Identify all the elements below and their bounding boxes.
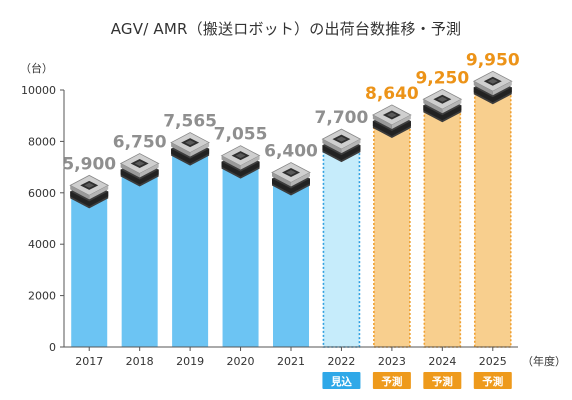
- robot-side-left: [70, 185, 90, 200]
- bar-value-label: 7,055: [214, 125, 268, 145]
- robot-panel-center: [336, 136, 347, 142]
- robot-side-right: [442, 99, 462, 114]
- bar: [322, 148, 361, 348]
- y-tick-label: 0: [49, 341, 56, 354]
- bar-value-label: 5,900: [62, 154, 116, 174]
- agv-robot-icon: [472, 70, 513, 105]
- chart-title: AGV/ AMR（搬送ロボット）の出荷台数推移・予測: [110, 20, 462, 38]
- agv-robot-icon: [220, 145, 261, 179]
- y-tick-label: 4000: [28, 238, 56, 251]
- agv-robot-icon: [422, 88, 463, 123]
- robot-base: [423, 105, 462, 121]
- bar-value-label: 7,565: [163, 112, 217, 132]
- bar: [473, 90, 512, 348]
- x-tick-label: 2022: [327, 355, 355, 368]
- status-badge: [473, 372, 512, 389]
- robot-base: [272, 178, 310, 194]
- robot-side-right: [341, 139, 361, 154]
- x-tick-label: 2017: [75, 355, 103, 368]
- robot-side-left: [473, 81, 493, 96]
- y-tick-label: 6000: [28, 187, 56, 200]
- y-tick-label: 10000: [21, 84, 56, 97]
- robot-side-left: [372, 114, 392, 129]
- robot-panel-center: [134, 161, 145, 167]
- robot-base: [473, 87, 512, 103]
- robot-panel-center: [185, 140, 196, 146]
- robot-panel-center: [235, 153, 246, 159]
- robot-panel-center: [437, 96, 448, 102]
- x-tick-label: 2018: [126, 355, 154, 368]
- robot-side-left: [423, 99, 443, 114]
- bar-value-label: 6,400: [264, 142, 318, 162]
- robot-panel-center: [84, 182, 95, 188]
- robot-panel-center: [386, 112, 397, 118]
- bar-value-label: 8,640: [365, 84, 419, 104]
- agv-robot-icon: [372, 104, 412, 138]
- robot-side-right: [291, 172, 310, 187]
- x-tick-label: 2021: [277, 355, 305, 368]
- status-badge-label: 予測: [482, 375, 503, 388]
- bar: [373, 124, 411, 348]
- status-badge-label: 見込: [330, 375, 352, 388]
- y-tick-label: 2000: [28, 290, 56, 303]
- agv-robot-icon: [170, 132, 210, 166]
- robot-side-left: [322, 139, 342, 154]
- bar-value-label: 9,950: [466, 50, 520, 70]
- robot-side-right: [240, 155, 260, 170]
- robot-side-right: [89, 185, 109, 200]
- robot-base: [120, 169, 159, 185]
- status-badge-label: 予測: [432, 375, 453, 388]
- bar: [172, 152, 209, 347]
- x-tick-label: 2023: [378, 355, 406, 368]
- bar-value-label: 7,700: [315, 108, 369, 128]
- robot-base: [322, 145, 361, 161]
- robot-side-right: [190, 142, 210, 157]
- x-axis-unit-label: （年度）: [522, 354, 566, 368]
- bar: [222, 165, 259, 347]
- robot-base: [221, 161, 260, 177]
- x-tick-label: 2025: [479, 355, 507, 368]
- bar-value-label: 9,250: [415, 68, 469, 88]
- bar: [423, 108, 462, 348]
- robot-side-left: [171, 142, 191, 157]
- robot-side-left: [120, 163, 140, 178]
- robot-side-right: [391, 114, 411, 129]
- status-badge: [322, 372, 361, 389]
- y-axis-unit-label: （台）: [20, 61, 53, 75]
- y-tick-label: 8000: [28, 135, 56, 148]
- agv-robot-icon: [321, 128, 362, 163]
- bar: [71, 195, 108, 347]
- robot-side-right: [492, 81, 512, 96]
- robot-side-left: [272, 172, 291, 187]
- robot-base: [70, 191, 109, 207]
- robot-panel-center: [487, 78, 498, 84]
- status-badge: [423, 372, 462, 389]
- status-badge: [372, 372, 411, 389]
- agv-robot-icon: [119, 153, 160, 187]
- status-badge-label: 予測: [381, 375, 402, 388]
- robot-side-right: [139, 163, 159, 178]
- agv-robot-icon: [69, 174, 110, 209]
- robot-base: [171, 148, 210, 164]
- bar: [121, 173, 158, 347]
- robot-side-left: [221, 155, 241, 170]
- agv-robot-icon: [271, 162, 311, 196]
- robot-base: [372, 120, 411, 136]
- x-tick-label: 2020: [227, 355, 255, 368]
- plot-area: 0 2000 4000 6000 8000 10000 5,900 2017 6,750 2018…: [21, 50, 520, 389]
- x-tick-label: 2019: [176, 355, 204, 368]
- x-tick-label: 2024: [428, 355, 456, 368]
- bar: [273, 182, 309, 347]
- bar-value-label: 6,750: [113, 133, 167, 153]
- robot-panel-center: [286, 170, 296, 176]
